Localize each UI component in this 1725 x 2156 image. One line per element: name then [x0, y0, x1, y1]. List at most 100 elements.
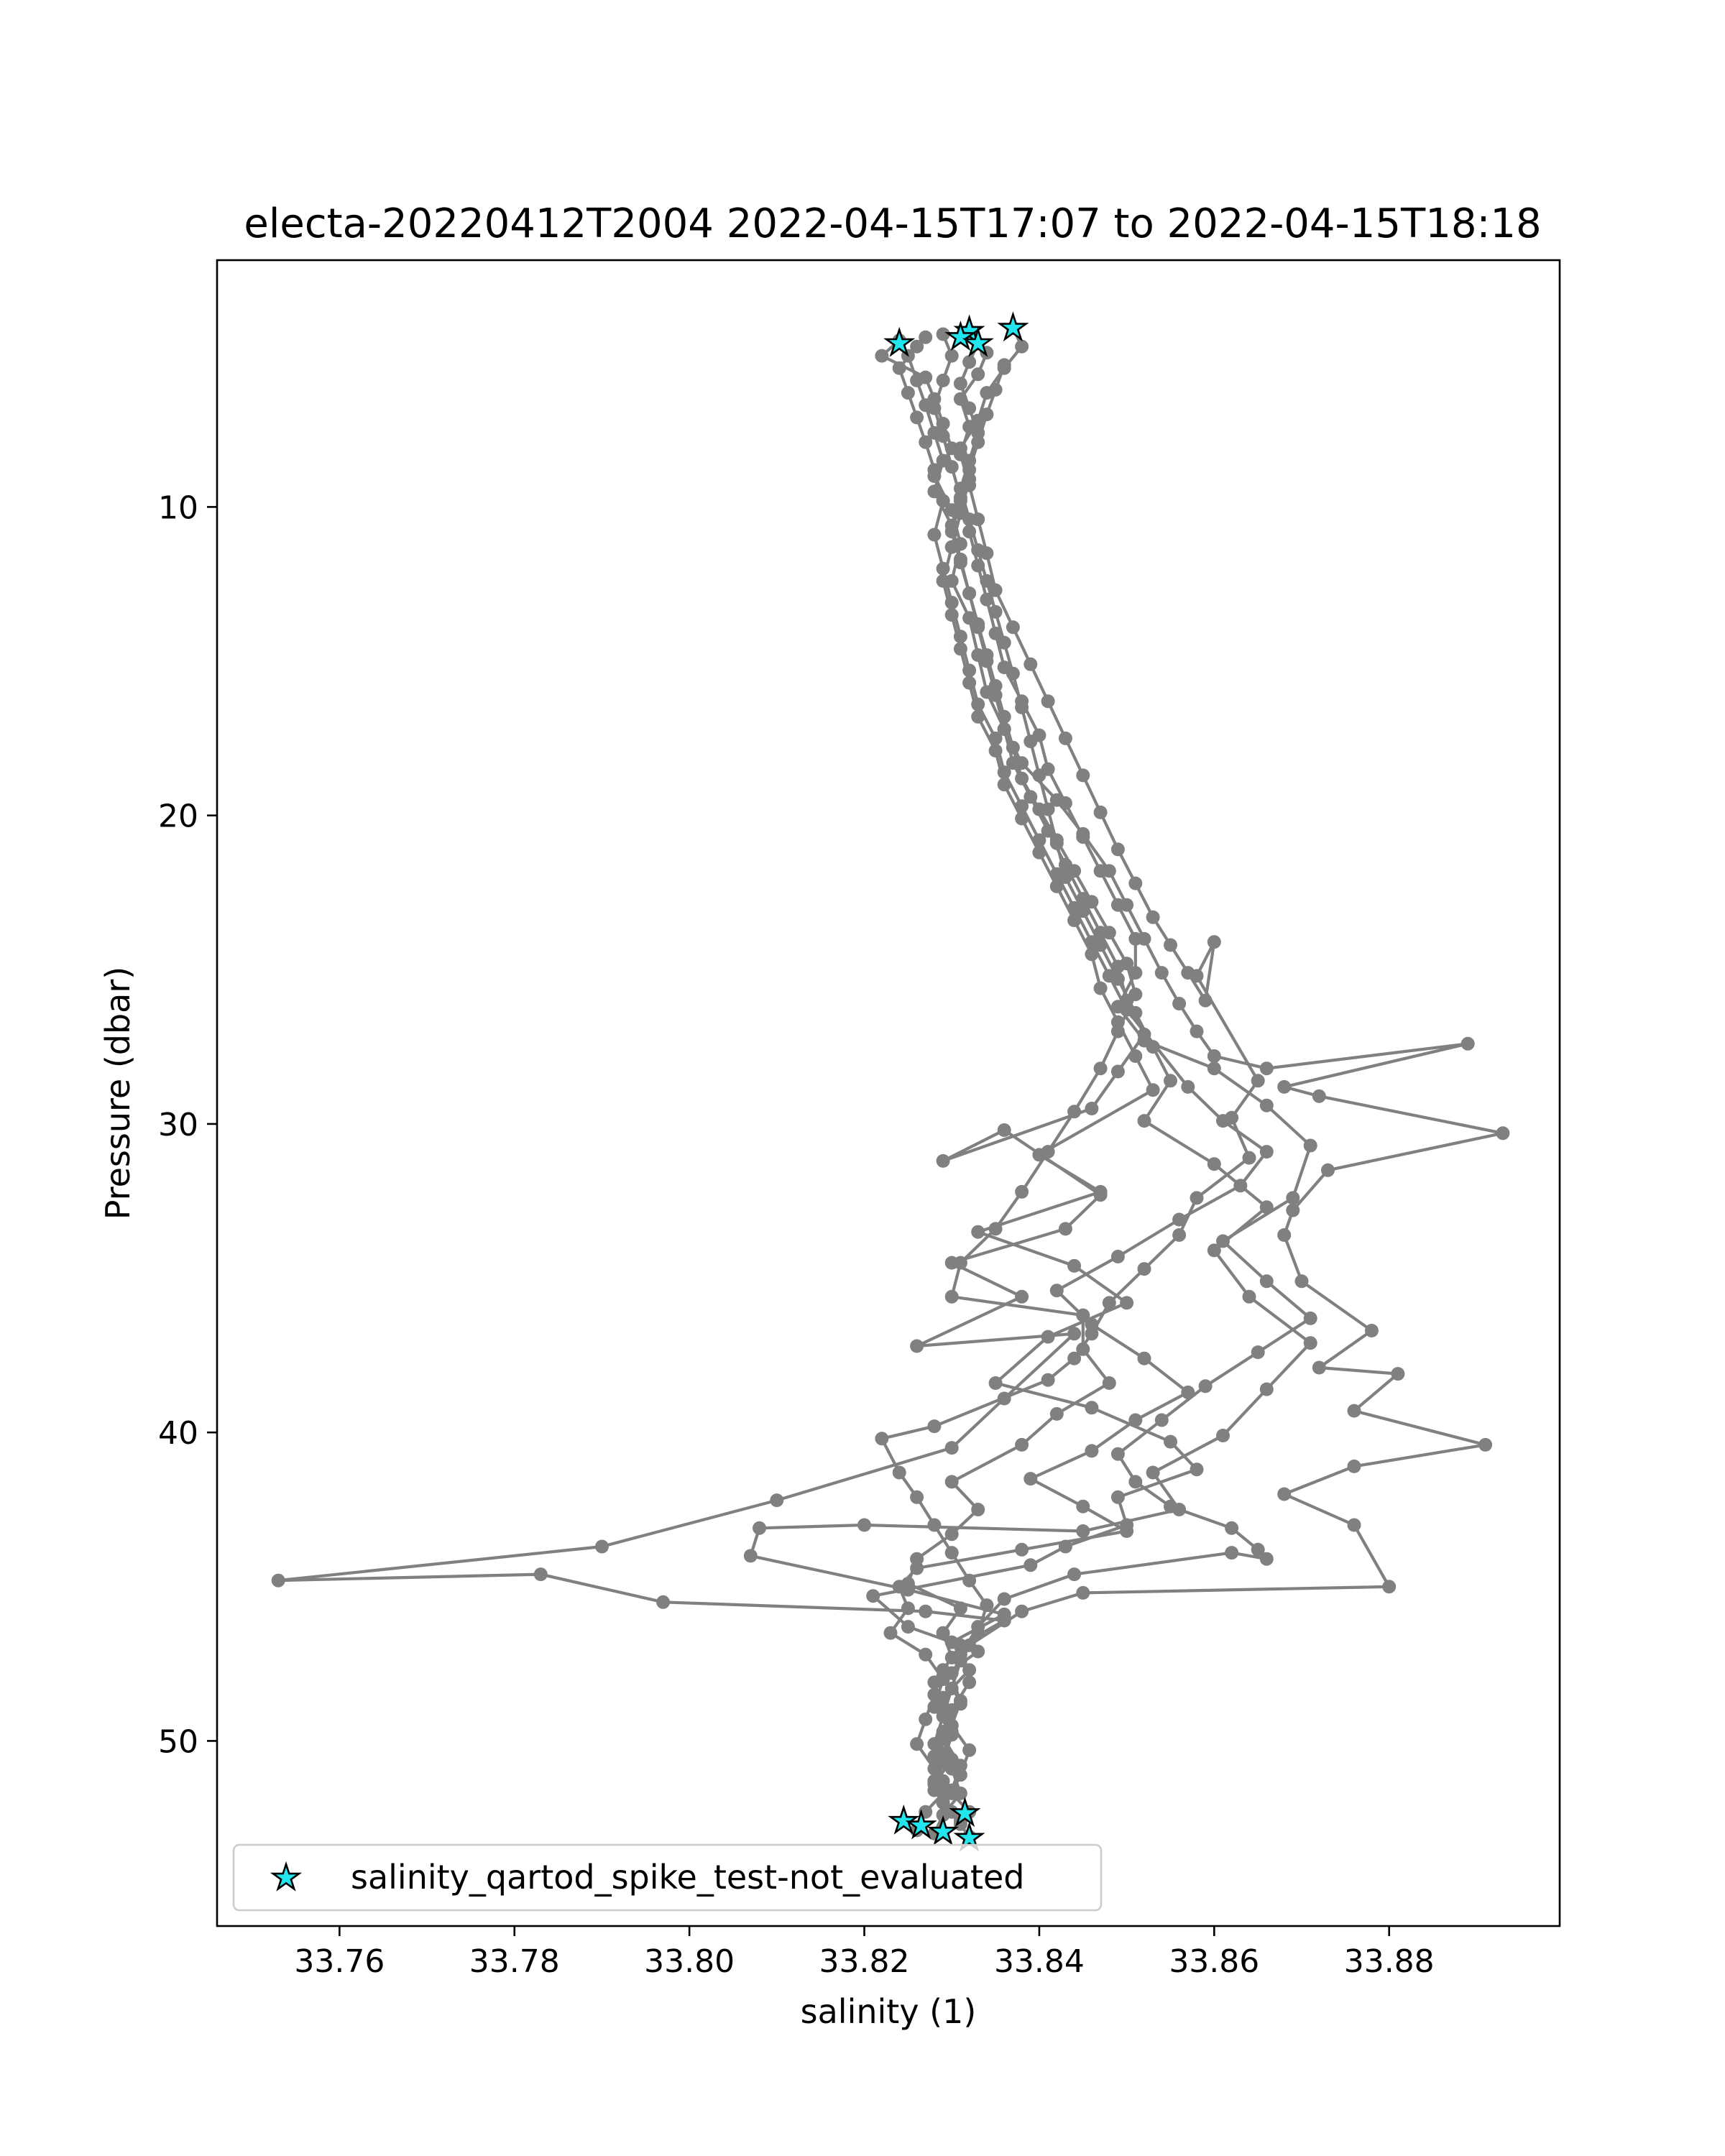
data-point: [927, 1518, 942, 1532]
data-point: [1172, 1228, 1187, 1242]
data-point: [743, 1549, 758, 1563]
data-point: [1128, 1005, 1143, 1020]
data-point: [1391, 1367, 1405, 1381]
data-point: [953, 1256, 967, 1270]
data-point: [1382, 1580, 1397, 1594]
data-point: [962, 1743, 977, 1757]
x-axis: 33.76 33.78 33.80 33.82 33.84 33.86 33.88: [294, 1926, 1435, 1980]
data-point: [1478, 1437, 1493, 1452]
data-point: [997, 1123, 1011, 1137]
data-point: [1058, 731, 1072, 745]
data-point: [1015, 1542, 1029, 1557]
data-point: [1496, 1126, 1510, 1141]
data-point: [1181, 1079, 1195, 1094]
data-point: [971, 697, 985, 711]
data-point: [927, 463, 942, 477]
data-point: [1259, 1274, 1274, 1289]
data-point: [927, 1749, 942, 1764]
data-point: [1067, 1567, 1082, 1582]
x-tick-label: 33.82: [819, 1943, 910, 1980]
data-point: [1146, 910, 1160, 924]
legend-box: [232, 1843, 1103, 1912]
data-point: [1251, 1074, 1265, 1088]
data-point: [910, 1339, 924, 1353]
y-tick-label: 10: [158, 489, 198, 526]
star-marker: [962, 326, 994, 357]
data-point: [1076, 904, 1090, 918]
data-point: [595, 1539, 609, 1554]
data-point: [1364, 1324, 1379, 1337]
data-point: [1085, 1444, 1099, 1458]
data-point: [997, 358, 1011, 372]
data-point: [1277, 1228, 1292, 1242]
data-point: [883, 1626, 898, 1640]
data-point: [944, 460, 959, 474]
data-point: [1015, 1437, 1029, 1452]
data-point: [1076, 830, 1090, 844]
data-point: [910, 1737, 924, 1751]
data-point: [953, 441, 967, 456]
star-marker: [888, 1804, 920, 1835]
data-point: [910, 1490, 924, 1504]
data-point: [944, 596, 959, 609]
x-tick-label: 33.80: [644, 1943, 735, 1980]
data-point: [988, 731, 1003, 745]
data-point: [1190, 1191, 1204, 1205]
data-point: [1041, 1373, 1055, 1387]
data-point: [1076, 1499, 1090, 1514]
data-point: [1110, 1064, 1125, 1079]
data-point: [1006, 620, 1020, 635]
y-axis: 10 20 30 40 50: [158, 489, 217, 1760]
data-point: [1006, 666, 1020, 681]
y-axis-label: Pressure (dbar): [98, 967, 137, 1220]
star-marker: [953, 1821, 985, 1852]
data-point: [927, 1675, 942, 1690]
data-point: [971, 1644, 985, 1659]
data-point: [936, 429, 950, 443]
data-point: [1312, 1360, 1326, 1375]
legend: salinity_qartod_spike_test-not_evaluated: [232, 1843, 1103, 1912]
data-point: [875, 349, 889, 363]
data-point: [1259, 1145, 1274, 1159]
legend-label: salinity_qartod_spike_test-not_evaluated: [351, 1858, 1024, 1897]
data-point: [866, 1589, 880, 1603]
data-point: [1259, 1098, 1274, 1112]
x-tick-label: 33.76: [294, 1943, 385, 1980]
data-point: [944, 1441, 959, 1455]
data-point: [936, 1700, 950, 1714]
data-point: [936, 1153, 950, 1168]
data-point: [1067, 1327, 1082, 1341]
data-point: [944, 1475, 959, 1489]
axes-frame: [216, 259, 1561, 1927]
data-point: [1225, 1521, 1239, 1535]
data-point: [919, 435, 933, 449]
data-point: [944, 1783, 959, 1797]
data-point: [1137, 1114, 1151, 1128]
data-point: [953, 630, 967, 644]
data-point: [1015, 1604, 1029, 1618]
data-point: [1286, 1191, 1300, 1205]
data-point: [1294, 1274, 1309, 1289]
plot-area: [271, 311, 1510, 1852]
data-point: [1128, 987, 1143, 1002]
data-point: [1259, 1200, 1274, 1215]
data-point: [988, 678, 1003, 693]
star-marker: [944, 321, 977, 351]
data-point: [944, 1725, 959, 1739]
data-point: [1049, 1406, 1064, 1421]
data-point: [1102, 1376, 1116, 1390]
data-point: [1128, 1413, 1143, 1427]
data-point: [1041, 1145, 1055, 1159]
data-point: [1032, 802, 1046, 816]
data-point: [962, 1675, 977, 1690]
data-point: [953, 1601, 967, 1616]
data-point: [1093, 805, 1108, 819]
data-point: [1128, 1049, 1143, 1063]
data-point: [936, 561, 950, 576]
data-point: [1172, 1503, 1187, 1516]
legend-star-icon: [270, 1861, 303, 1892]
data-point: [1277, 1487, 1292, 1501]
data-point: [953, 1759, 967, 1773]
data-point: [910, 410, 924, 425]
